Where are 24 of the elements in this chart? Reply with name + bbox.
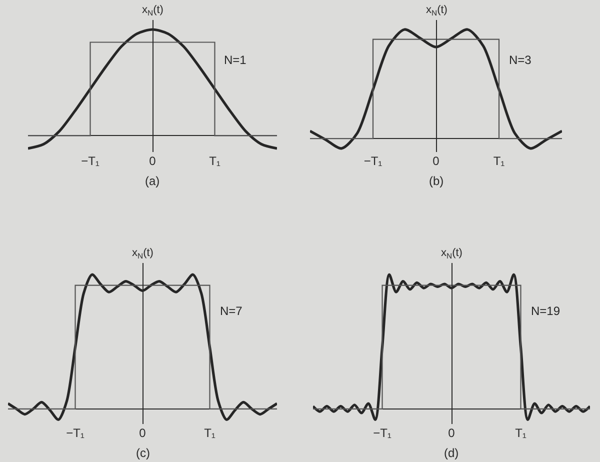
y-axis-title: x$_{N}$(t) [441,247,462,260]
x-tick-label: 0 [139,426,146,440]
x-tick-label: 0 [448,426,456,440]
x-tick-label: −T₁ [66,426,84,440]
series-label: N=7 [220,304,243,318]
series-label: N=19 [531,304,560,318]
x-tick-label: −T₁ [81,154,100,168]
x-tick-label: −T₁ [373,426,392,440]
x-tick-label: T₁ [204,426,216,440]
x-tick-label: T₁ [493,154,505,168]
x-tick-label: T₁ [209,154,220,168]
y-axis-title: x$_{N}$(t) [142,4,164,18]
y-axis-title: x$_{N}$(t) [426,4,448,18]
x-tick-label: 0 [149,154,156,168]
text: (c) [136,446,150,460]
text: (b) [429,174,444,188]
x-tick-label: 0 [432,154,440,168]
x-tick-label: T₁ [515,426,526,440]
text: (d) [444,446,459,460]
series-label: N=1 [224,53,247,67]
y-axis-title: x$_{N}$(t) [132,247,154,260]
text: (a) [145,174,160,188]
x-tick-label: −T₁ [364,154,382,168]
series-label: N=3 [509,53,532,67]
